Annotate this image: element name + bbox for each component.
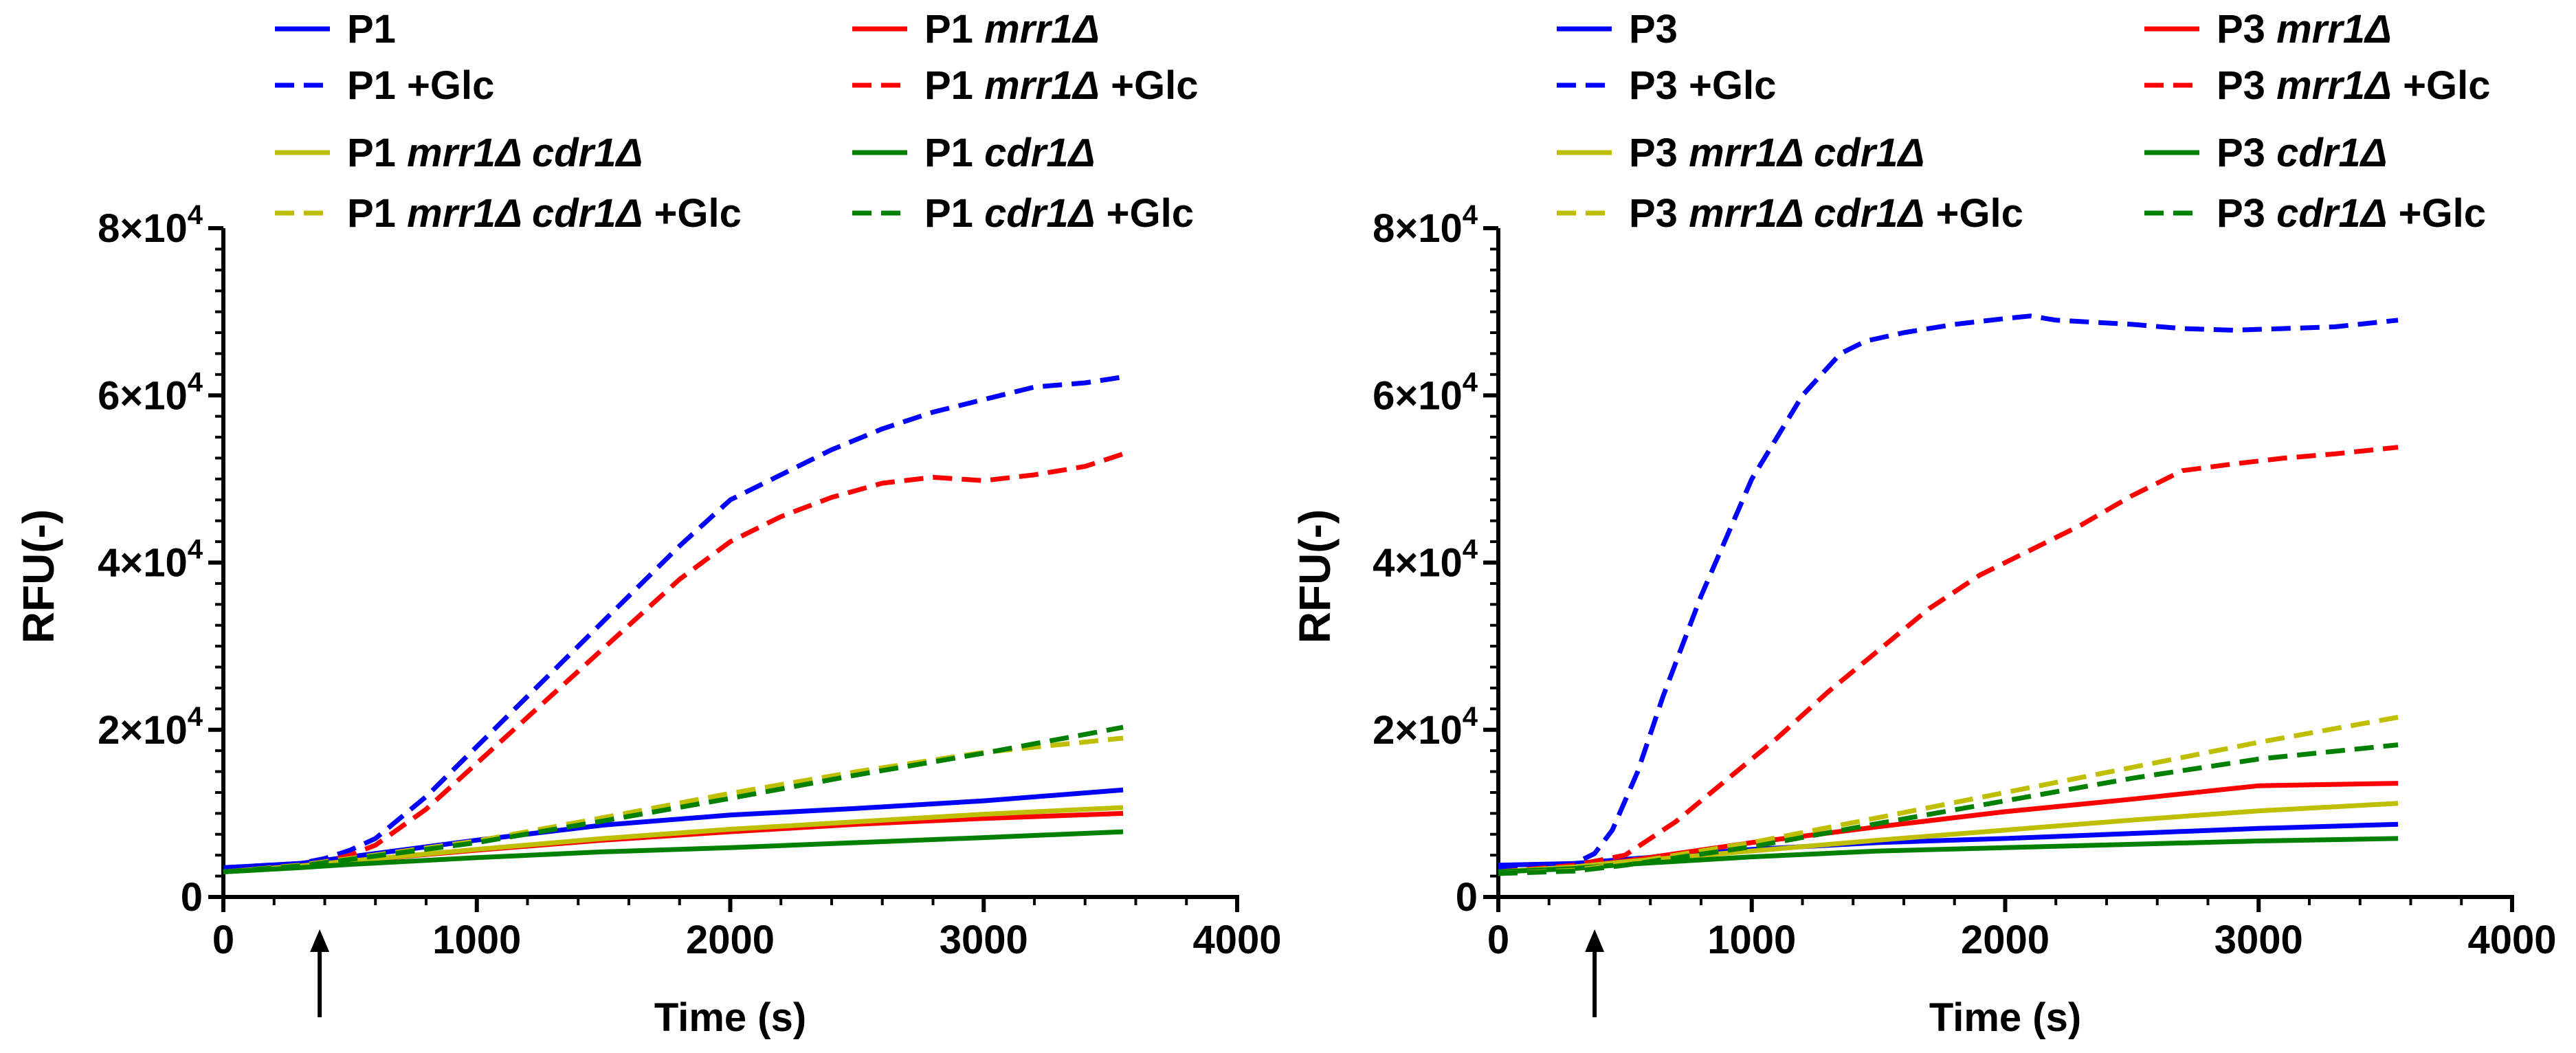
y-tick-label: 0	[1456, 875, 1478, 920]
series-line-2	[1498, 313, 2399, 870]
series-line-3	[1498, 445, 2399, 874]
y-tick-label: 6×104	[1373, 367, 1478, 418]
y-tick-label: 8×104	[98, 200, 203, 251]
x-tick-label: 1000	[432, 918, 521, 962]
y-tick-label: 2×104	[1373, 702, 1478, 753]
series-line-3	[223, 452, 1124, 874]
legend-entry: P3 +Glc	[1629, 63, 1776, 108]
series-line-7	[1498, 742, 2399, 876]
legend-entry: P1	[347, 7, 396, 52]
arrow-up-icon	[1585, 929, 1605, 952]
y-tick-label: 8×104	[1373, 200, 1478, 251]
legend-entry: P1 mrr1Δ cdr1Δ	[347, 131, 643, 175]
legend-entry: P1 +Glc	[347, 63, 494, 108]
legend-entry: P3 mrr1Δ	[2217, 7, 2392, 52]
x-axis-title: Time (s)	[1929, 995, 2081, 1040]
legend-entry: P3	[1629, 7, 1678, 52]
x-axis-title: Time (s)	[654, 995, 806, 1040]
legend-entry: P3 mrr1Δ cdr1Δ +Glc	[1629, 191, 2023, 236]
x-tick-label: 3000	[940, 918, 1028, 962]
x-tick-label: 1000	[1707, 918, 1796, 962]
x-tick-label: 0	[1487, 918, 1509, 962]
x-tick-label: 4000	[1192, 918, 1281, 962]
legend-entry: P3 cdr1Δ	[2217, 131, 2388, 175]
legend-entry: P1 mrr1Δ +Glc	[924, 63, 1198, 108]
legend-entry: P1 mrr1Δ cdr1Δ +Glc	[347, 191, 742, 236]
y-tick-label: 0	[181, 875, 203, 920]
legend-entry: P3 cdr1Δ +Glc	[2217, 191, 2486, 236]
y-tick-label: 6×104	[98, 367, 203, 418]
arrow-up-icon	[310, 929, 330, 952]
y-tick-label: 4×104	[98, 535, 203, 586]
y-tick-label: 4×104	[1373, 535, 1478, 586]
legend-entry: P1 mrr1Δ	[924, 7, 1100, 52]
series-line-7	[223, 724, 1124, 874]
series-line-2	[223, 375, 1124, 870]
chart-left: 0 2×104 4×104 6×104 8×104 0 1000 2000 3000 4000 Ti…	[14, 7, 1282, 1040]
y-axis-title: RFU(-)	[1290, 509, 1340, 643]
y-axis-title: RFU(-)	[14, 509, 63, 643]
chart-right: 0 2×104 4×104 6×104 8×104 0 1000 2000 3000 4000 Ti…	[1290, 7, 2557, 1040]
legend-entry: P3 mrr1Δ cdr1Δ	[1629, 131, 1924, 175]
y-tick-label: 2×104	[98, 702, 203, 753]
x-tick-label: 2000	[1961, 918, 2050, 962]
x-tick-label: 3000	[2214, 918, 2303, 962]
x-tick-label: 0	[212, 918, 234, 962]
legend-entry: P1 cdr1Δ +Glc	[924, 191, 1194, 236]
series-line-5	[223, 829, 1124, 874]
x-tick-label: 2000	[686, 918, 775, 962]
x-tick-label: 4000	[2467, 918, 2556, 962]
legend-entry: P3 mrr1Δ +Glc	[2217, 63, 2490, 108]
legend-entry: P1 cdr1Δ	[924, 131, 1096, 175]
